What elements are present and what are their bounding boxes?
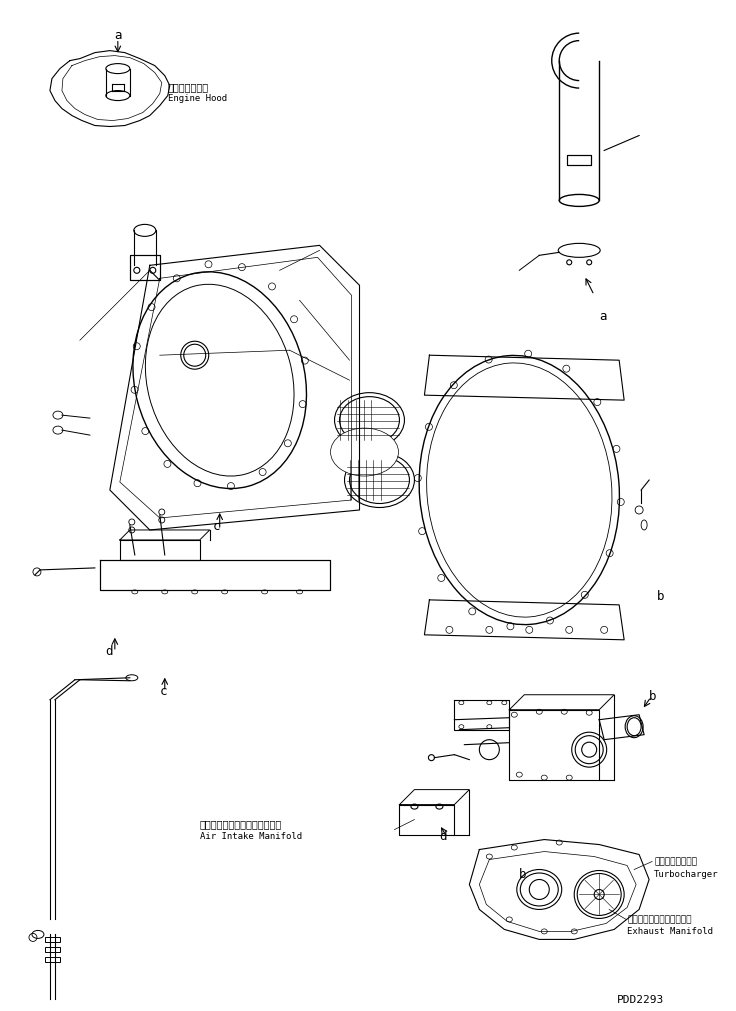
Ellipse shape bbox=[134, 224, 156, 237]
Ellipse shape bbox=[559, 194, 599, 206]
Text: エアーインテークマニホールド: エアーインテークマニホールド bbox=[199, 820, 282, 830]
Ellipse shape bbox=[479, 740, 499, 759]
Ellipse shape bbox=[558, 244, 600, 258]
Bar bbox=[45, 957, 60, 962]
Ellipse shape bbox=[106, 91, 130, 100]
Text: エキゾーストマニホールド: エキゾーストマニホールド bbox=[627, 915, 692, 924]
Text: エンジンフード: エンジンフード bbox=[168, 83, 209, 93]
Ellipse shape bbox=[344, 453, 414, 508]
Text: ターボチャージャ: ターボチャージャ bbox=[654, 857, 697, 866]
Ellipse shape bbox=[574, 870, 624, 918]
Bar bbox=[567, 156, 591, 166]
Text: b: b bbox=[649, 690, 657, 703]
Text: a: a bbox=[114, 28, 121, 41]
Bar bbox=[45, 947, 60, 952]
Ellipse shape bbox=[146, 284, 294, 476]
Ellipse shape bbox=[335, 392, 405, 448]
Text: Air Intake Manifold: Air Intake Manifold bbox=[199, 832, 302, 840]
Ellipse shape bbox=[134, 260, 156, 271]
Bar bbox=[130, 256, 160, 280]
Bar bbox=[130, 256, 160, 280]
Ellipse shape bbox=[625, 716, 643, 738]
Text: Engine Hood: Engine Hood bbox=[168, 94, 227, 102]
Text: d: d bbox=[105, 645, 113, 658]
Text: a: a bbox=[599, 310, 606, 324]
Text: b: b bbox=[520, 867, 527, 881]
Ellipse shape bbox=[572, 732, 606, 767]
Ellipse shape bbox=[427, 363, 612, 617]
Ellipse shape bbox=[419, 356, 620, 625]
Text: Exhaust Manifold: Exhaust Manifold bbox=[627, 927, 713, 936]
Text: b: b bbox=[657, 589, 665, 603]
Bar bbox=[45, 937, 60, 942]
Ellipse shape bbox=[133, 272, 306, 488]
Ellipse shape bbox=[330, 428, 398, 476]
Bar bbox=[567, 156, 591, 166]
Text: Turbocharger: Turbocharger bbox=[654, 869, 718, 879]
Text: c: c bbox=[213, 520, 220, 533]
Ellipse shape bbox=[106, 64, 130, 74]
Text: PDD2293: PDD2293 bbox=[618, 996, 665, 1005]
Text: d: d bbox=[439, 830, 447, 842]
Ellipse shape bbox=[517, 869, 562, 910]
Text: c: c bbox=[160, 684, 167, 698]
